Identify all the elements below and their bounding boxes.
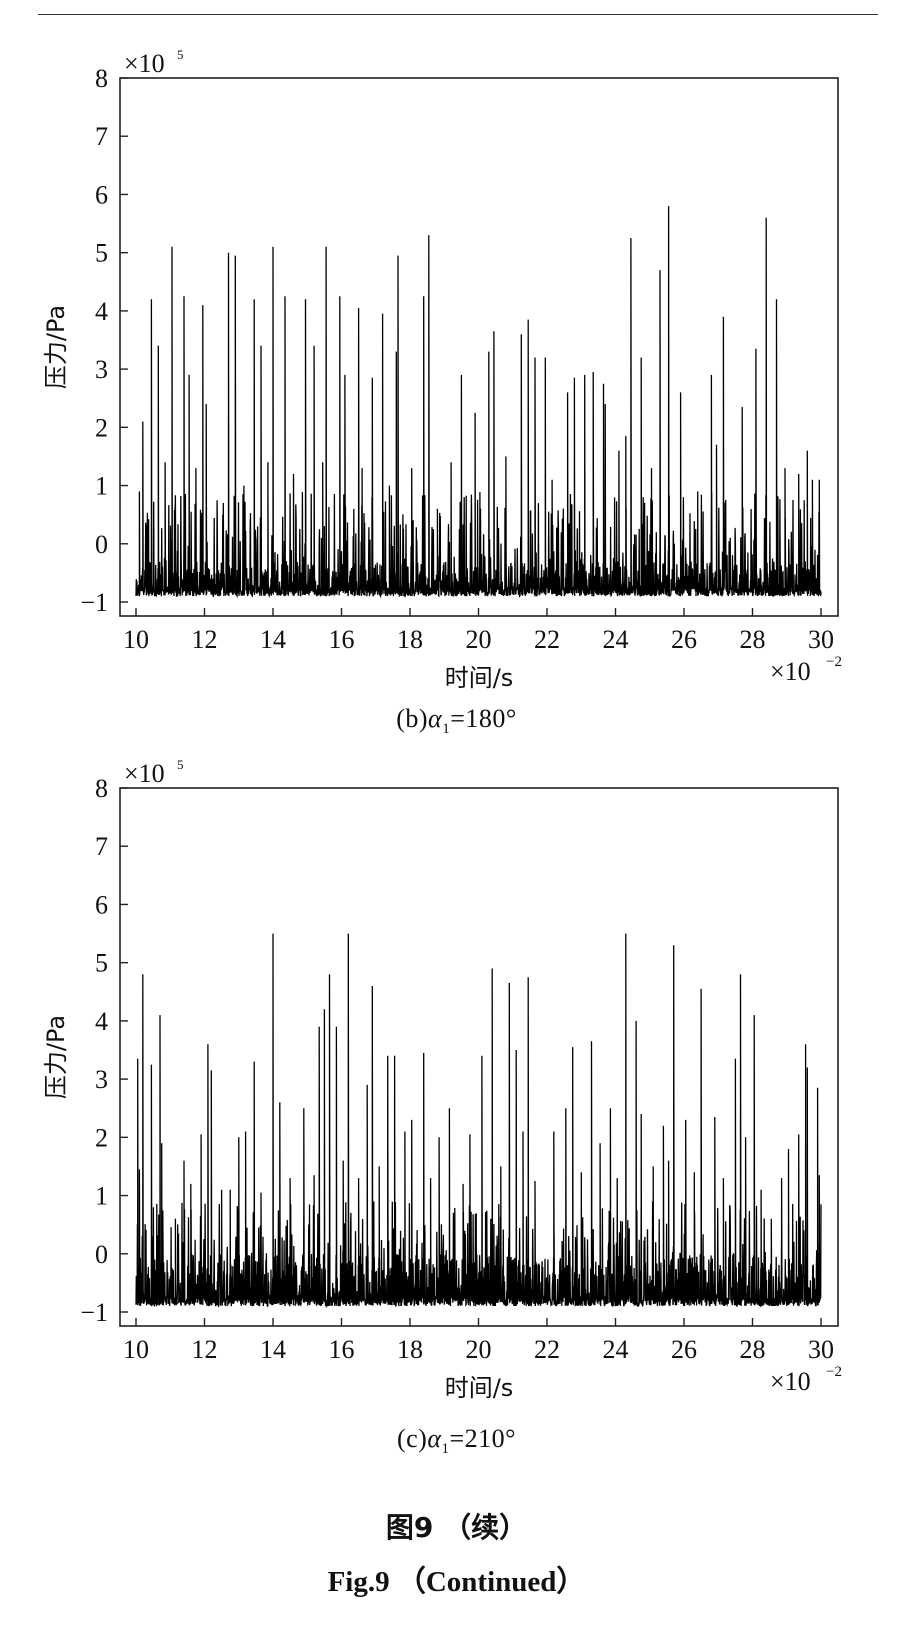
y-tick-label: 2 [95, 1123, 108, 1152]
y-multiplier-label: ×10 [124, 759, 165, 788]
caption-b-symbol: α [428, 704, 443, 733]
caption-c-symbol: α [427, 1424, 442, 1453]
y-axis-title: 压力/Pa [42, 1015, 70, 1099]
x-tick-label: 26 [671, 1335, 697, 1364]
x-tick-label: 16 [329, 625, 355, 654]
pressure-signal-line [135, 206, 822, 599]
caption-panel-c: (c)α1=210° [0, 1424, 913, 1458]
y-tick-label: 7 [95, 832, 108, 861]
caption-panel-b: (b)α1=180° [0, 704, 913, 738]
y-multiplier-exponent: 5 [177, 47, 184, 62]
x-tick-label: 16 [329, 1335, 355, 1364]
x-tick-label: 20 [466, 625, 492, 654]
header-rule [38, 14, 878, 15]
x-axis-title: 时间/s [445, 1374, 514, 1402]
y-tick-label: 1 [95, 472, 108, 501]
caption-c-sub: 1 [441, 1441, 450, 1458]
x-tick-label: 30 [808, 625, 834, 654]
y-multiplier-label: ×10 [124, 49, 165, 78]
x-tick-label: 26 [671, 625, 697, 654]
x-tick-label: 24 [603, 625, 629, 654]
x-tick-label: 14 [260, 1335, 286, 1364]
pressure-signal-line [135, 933, 822, 1309]
figure-caption-english: Fig.9 （Continued） [327, 1566, 586, 1598]
caption-c-value: =210° [449, 1424, 517, 1453]
y-tick-label: 0 [95, 1240, 108, 1269]
y-tick-label: 8 [95, 774, 108, 803]
y-tick-label: 5 [95, 949, 108, 978]
x-tick-label: 10 [123, 1335, 149, 1364]
y-multiplier-exponent: 5 [177, 757, 184, 772]
y-tick-label: −1 [80, 1298, 108, 1327]
y-tick-label: 6 [95, 180, 108, 209]
x-axis-title: 时间/s [445, 664, 514, 692]
x-tick-label: 28 [740, 1335, 766, 1364]
x-tick-label: 18 [397, 625, 423, 654]
caption-b-value: =180° [450, 704, 517, 733]
x-tick-label: 22 [534, 625, 560, 654]
x-tick-label: 10 [123, 625, 149, 654]
x-multiplier-label: ×10 [770, 1367, 811, 1396]
y-tick-label: 6 [95, 890, 108, 919]
x-multiplier-exponent: −2 [826, 1364, 842, 1380]
x-tick-label: 22 [534, 1335, 560, 1364]
x-tick-label: 12 [192, 1335, 218, 1364]
x-tick-label: 28 [740, 625, 766, 654]
x-tick-label: 24 [603, 1335, 629, 1364]
x-tick-label: 18 [397, 1335, 423, 1364]
y-tick-label: 3 [95, 355, 108, 384]
y-tick-label: 2 [95, 413, 108, 442]
y-tick-label: 4 [95, 1007, 108, 1036]
x-tick-label: 12 [192, 625, 218, 654]
x-tick-label: 30 [808, 1335, 834, 1364]
x-multiplier-label: ×10 [770, 657, 811, 686]
x-multiplier-exponent: −2 [826, 654, 842, 670]
y-tick-label: 0 [95, 530, 108, 559]
y-tick-label: 5 [95, 239, 108, 268]
caption-b-prefix: (b) [396, 704, 429, 733]
y-axis-title: 压力/Pa [42, 305, 70, 389]
figure-caption-chinese: 图9 （续） [385, 1511, 528, 1544]
y-tick-label: 1 [95, 1182, 108, 1211]
x-tick-label: 20 [466, 1335, 492, 1364]
x-tick-label: 14 [260, 625, 286, 654]
y-tick-label: 3 [95, 1065, 108, 1094]
y-tick-label: −1 [80, 588, 108, 617]
y-tick-label: 8 [95, 64, 108, 93]
y-tick-label: 4 [95, 297, 108, 326]
caption-c-prefix: (c) [396, 1424, 428, 1453]
y-tick-label: 7 [95, 122, 108, 151]
caption-b-sub: 1 [442, 721, 451, 738]
